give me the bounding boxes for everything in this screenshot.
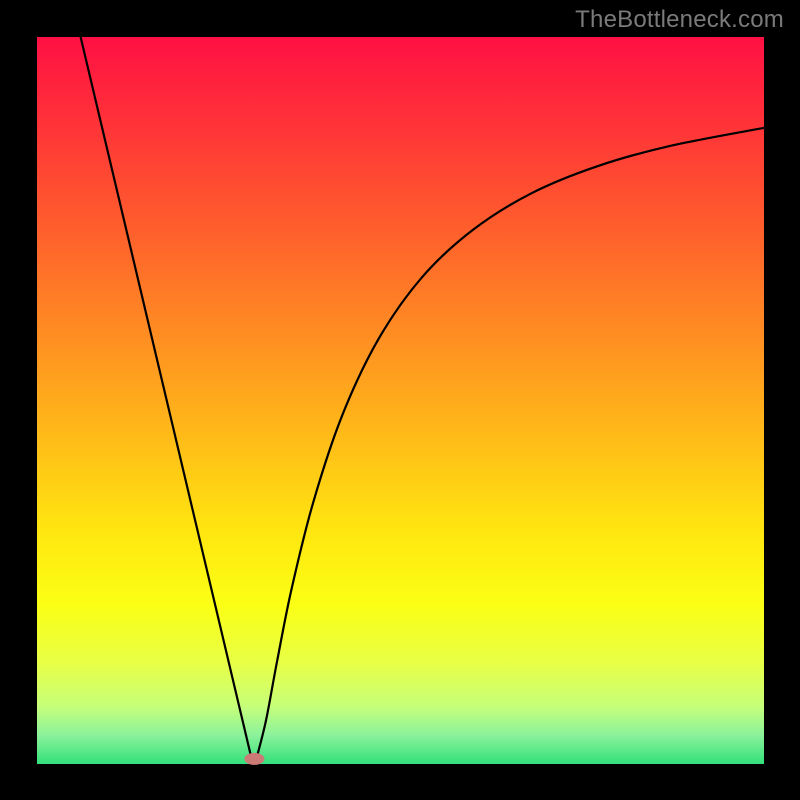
chart-container: TheBottleneck.com	[0, 0, 800, 800]
plot-background	[37, 37, 764, 764]
trough-marker	[244, 753, 264, 765]
watermark-text: TheBottleneck.com	[575, 6, 784, 34]
bottleneck-chart	[0, 0, 800, 800]
